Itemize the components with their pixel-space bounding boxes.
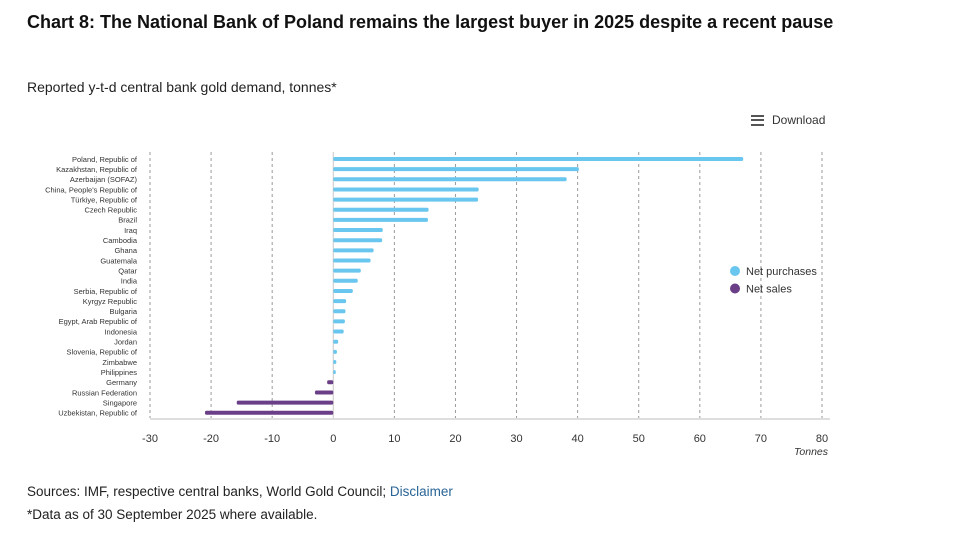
disclaimer-link[interactable]: Disclaimer xyxy=(389,484,453,499)
bar[interactable] xyxy=(333,167,579,172)
bar[interactable] xyxy=(333,288,353,293)
y-category-label: Egypt, Arab Republic of xyxy=(59,317,138,326)
legend-marker xyxy=(730,283,740,294)
y-category-label: Bulgaria xyxy=(109,307,137,316)
bar[interactable] xyxy=(333,177,567,182)
y-category-label: India xyxy=(121,277,138,286)
bar[interactable] xyxy=(333,228,383,233)
y-category-label: Singapore xyxy=(103,398,137,407)
bar[interactable] xyxy=(333,360,337,364)
bar[interactable] xyxy=(333,207,429,212)
bar-series xyxy=(204,157,744,415)
x-tick-label: -10 xyxy=(264,433,280,445)
y-category-label: China, People's Republic of xyxy=(45,185,138,194)
y-category-label: Ghana xyxy=(114,246,137,255)
sources: Sources: IMF, respective central banks, … xyxy=(27,484,453,499)
y-category-label: Iraq xyxy=(124,226,137,235)
bar[interactable] xyxy=(333,278,358,283)
y-category-label: Kyrgyz Republic xyxy=(83,297,137,306)
x-tick-label: 60 xyxy=(694,433,706,445)
chart-title: Chart 8: The National Bank of Poland rem… xyxy=(27,12,834,32)
sources-text: Sources: IMF, respective central banks, … xyxy=(27,484,390,499)
y-category-label: Cambodia xyxy=(103,236,138,245)
x-tick-label: 50 xyxy=(633,433,645,445)
y-category-label: Brazil xyxy=(118,216,137,225)
bar[interactable] xyxy=(333,370,336,375)
x-tick-label: 30 xyxy=(510,433,522,445)
bar[interactable] xyxy=(314,390,334,395)
legend[interactable]: Net purchases Net sales xyxy=(730,266,817,296)
y-category-label: Indonesia xyxy=(104,327,137,336)
bar[interactable] xyxy=(333,268,361,273)
x-tick-label: 80 xyxy=(816,433,828,445)
x-tick-label: 70 xyxy=(755,433,767,445)
bar[interactable] xyxy=(333,258,371,263)
download-button[interactable]: Download xyxy=(751,113,825,127)
y-category-label: Türkiye, Republic of xyxy=(71,195,138,204)
x-tick-label: 40 xyxy=(572,433,584,445)
bar[interactable] xyxy=(327,380,334,385)
y-category-label: Germany xyxy=(106,378,137,387)
y-category-label: Slovenia, Republic of xyxy=(67,348,138,357)
legend-marker xyxy=(730,266,740,276)
x-axis: -30 -20 -10 0 10 20 30 40 50 60 70 80 xyxy=(142,418,830,445)
grid-lines xyxy=(149,152,823,418)
bar[interactable] xyxy=(333,299,347,304)
x-tick-label: 10 xyxy=(388,433,400,445)
y-category-label: Philippines xyxy=(101,368,138,377)
y-category-label: Kazakhstan, Republic of xyxy=(56,165,138,174)
bar[interactable] xyxy=(333,319,345,324)
y-category-label: Zimbabwe xyxy=(102,358,137,367)
download-label: Download xyxy=(772,113,826,127)
footnote: *Data as of 30 September 2025 where avai… xyxy=(27,507,318,522)
x-tick-label: 0 xyxy=(330,433,336,445)
bar[interactable] xyxy=(333,238,383,243)
bar[interactable] xyxy=(333,157,744,161)
y-category-label: Serbia, Republic of xyxy=(74,287,138,296)
y-category-label: Russian Federation xyxy=(72,388,137,397)
chart-subtitle: Reported y-t-d central bank gold demand,… xyxy=(27,79,337,95)
bar[interactable] xyxy=(236,400,334,405)
bar[interactable] xyxy=(333,329,344,334)
bar[interactable] xyxy=(333,309,346,314)
y-category-label: Czech Republic xyxy=(84,206,137,215)
y-category-label: Guatemala xyxy=(100,256,138,265)
menu-icon xyxy=(751,114,764,126)
y-category-label: Jordan xyxy=(114,338,137,347)
y-category-label: Poland, Republic of xyxy=(72,155,138,164)
bar[interactable] xyxy=(333,349,337,354)
y-category-label: Qatar xyxy=(118,266,137,275)
x-tick-label: -20 xyxy=(203,433,219,445)
bar[interactable] xyxy=(333,217,428,222)
bar[interactable] xyxy=(333,339,339,344)
y-category-label: Azerbaijan (SOFAZ) xyxy=(70,175,138,184)
x-tick-label: 20 xyxy=(449,433,461,445)
bar[interactable] xyxy=(333,187,479,192)
bar[interactable] xyxy=(204,410,334,415)
legend-label[interactable]: Net purchases xyxy=(746,266,817,278)
x-axis-label: Tonnes xyxy=(794,446,829,458)
y-category-label: Uzbekistan, Republic of xyxy=(58,409,138,418)
legend-label[interactable]: Net sales xyxy=(746,284,792,296)
bar[interactable] xyxy=(333,197,479,202)
x-tick-label: -30 xyxy=(142,433,158,445)
bar[interactable] xyxy=(333,248,374,253)
